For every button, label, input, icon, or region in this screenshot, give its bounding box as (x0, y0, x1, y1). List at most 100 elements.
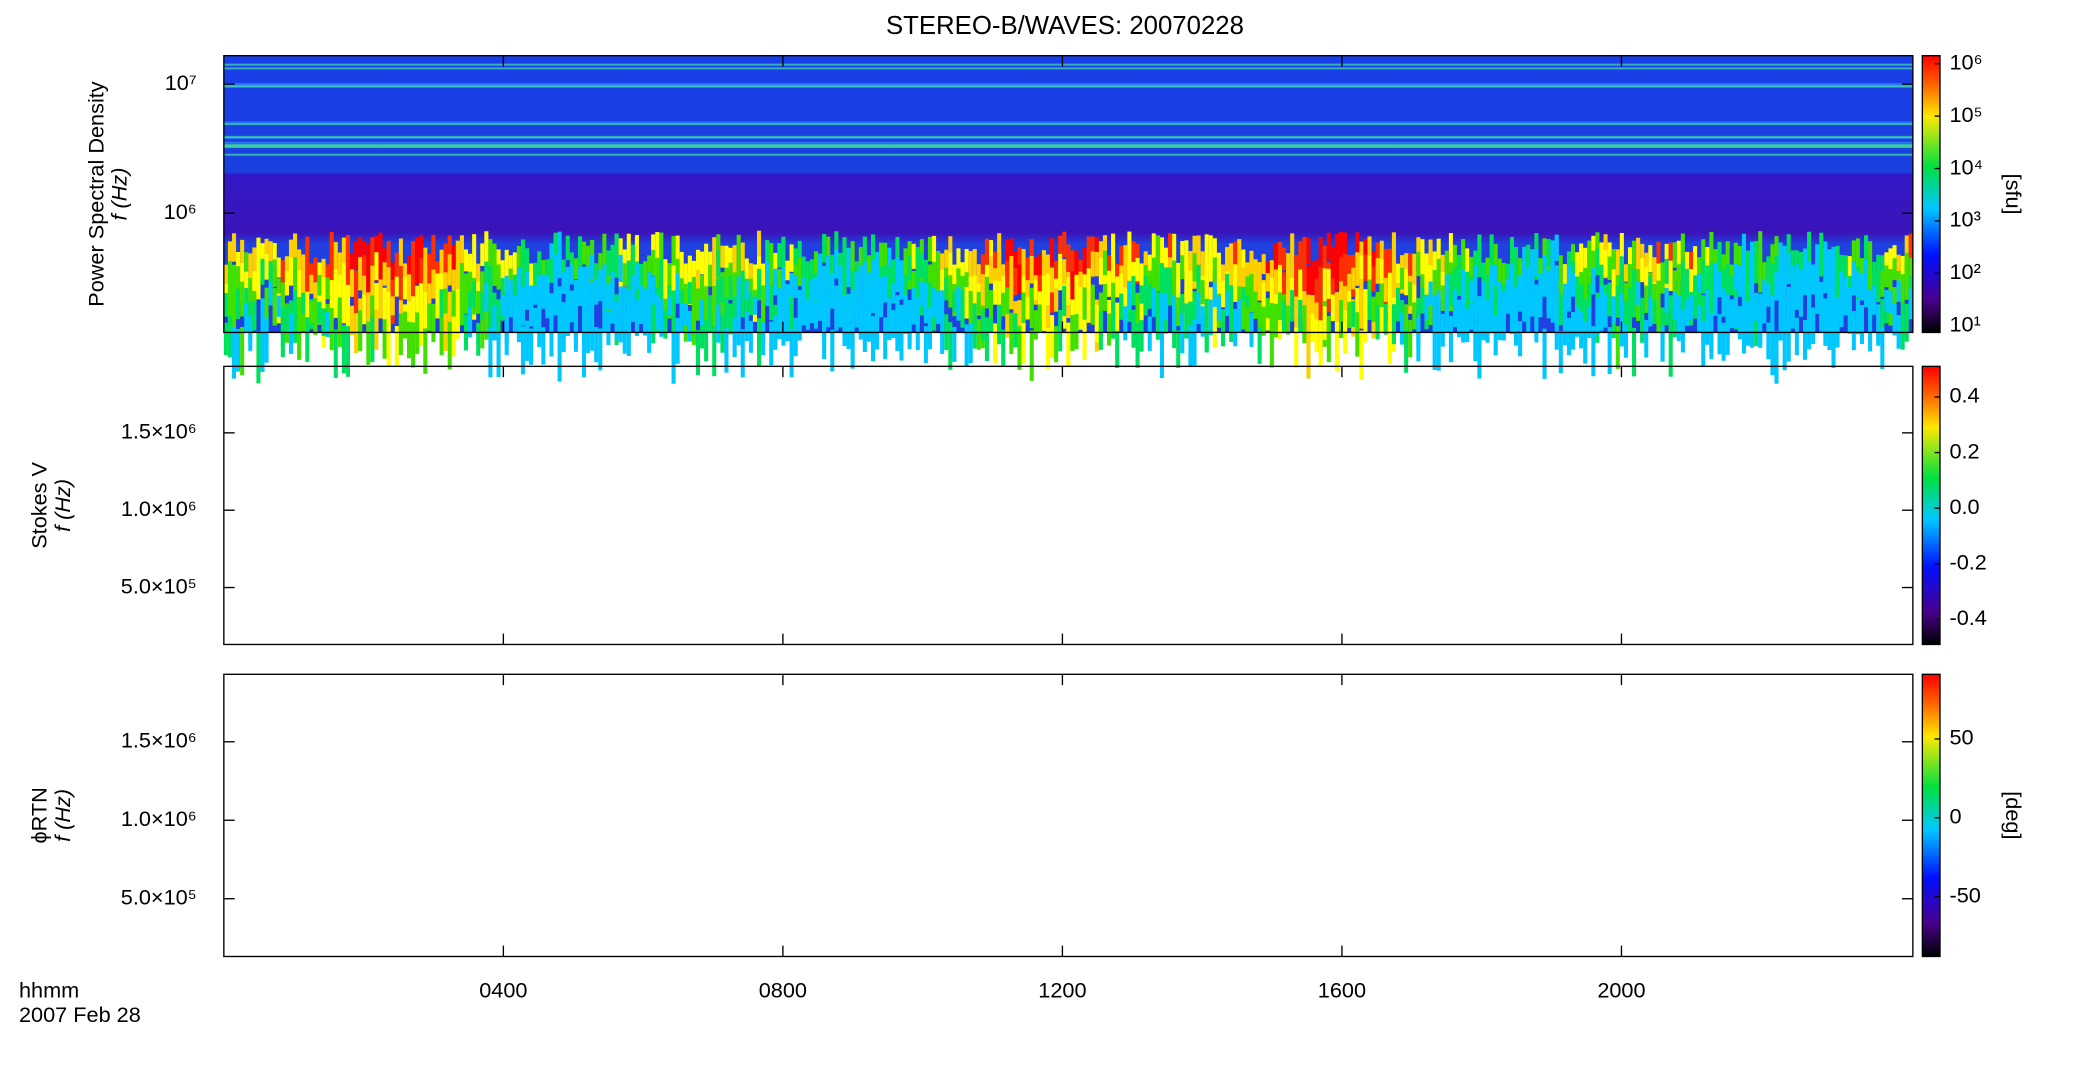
spectrogram-cell (1892, 258, 1897, 281)
spectrogram-cell (1025, 257, 1030, 283)
spectrogram-cell (1562, 297, 1567, 326)
spectrogram-cell (1619, 256, 1624, 296)
spectrogram-cell (1575, 306, 1580, 337)
spectrogram-cell (411, 296, 416, 343)
spectrogram-cell (663, 259, 668, 285)
spectrogram-cell (1864, 235, 1869, 273)
spectrogram-cell (663, 310, 668, 339)
spectrogram-cell (1880, 270, 1885, 297)
spectrogram-cell (423, 291, 428, 329)
spectrogram-cell (1090, 236, 1095, 267)
spectrogram-cell (1461, 305, 1466, 343)
spectrogram-cell (415, 255, 420, 285)
spectrogram-cell (1448, 316, 1453, 363)
spectrogram-cell (1798, 292, 1803, 316)
spectrogram-cell (1583, 322, 1588, 364)
spectrogram-cell (488, 239, 493, 271)
spectrogram-cell (276, 257, 281, 278)
spectrogram-cell (675, 272, 680, 304)
spectrogram-cell (1721, 254, 1726, 277)
spectrogram-cell (1363, 254, 1368, 282)
spectrogram-cell (1253, 259, 1258, 279)
spectrogram-cell (606, 311, 611, 345)
spectrogram-cell (976, 291, 981, 315)
spectrogram-cell (850, 289, 855, 330)
spectrogram-cell (1807, 261, 1812, 312)
spectrogram-cell (988, 290, 994, 319)
spectrogram-cell (1098, 311, 1103, 350)
spectrogram-cell (341, 237, 346, 288)
spectrogram-cell (1737, 305, 1742, 340)
spectrogram-cell (1318, 320, 1323, 367)
spectrogram-cell (1461, 239, 1466, 273)
spectrogram-cell (883, 242, 888, 287)
spectrogram-cell (1074, 274, 1079, 316)
spectrogram-cell (854, 288, 859, 313)
spectrogram-cell (1489, 288, 1494, 334)
spectrogram-cell (1538, 295, 1543, 317)
spectrogram-cell (712, 326, 717, 377)
spectrogram-cell (1558, 293, 1563, 325)
spectrogram-cell (695, 269, 701, 303)
spectrogram-cell (911, 288, 916, 314)
spectrogram-cell (638, 285, 644, 304)
spectrogram-cell (838, 300, 843, 328)
spectrogram-cell (1355, 252, 1360, 286)
spectrogram-cell (354, 241, 359, 269)
spectrogram-cell (1408, 319, 1413, 358)
spectrogram-cell (354, 274, 359, 302)
spectrogram-cell (362, 275, 367, 305)
spectrogram-cell (915, 272, 920, 317)
spectrogram-cell (1583, 298, 1588, 341)
spectrogram-cell (1684, 299, 1690, 326)
spectrogram-cell (1371, 266, 1376, 292)
spectrogram-cell (1359, 255, 1364, 279)
spectrogram-cell (1481, 262, 1486, 288)
spectrogram-cell (638, 263, 644, 291)
spectrogram-cell (1111, 259, 1116, 302)
spectrogram-cell (1416, 237, 1421, 263)
spectrogram-cell (1542, 328, 1547, 379)
spectrogram-cell (618, 254, 623, 282)
colorbar-tick-label: -0.2 (1949, 550, 1986, 575)
spectrogram-cell (1005, 239, 1010, 273)
spectrogram-cell (256, 331, 261, 384)
spectrogram-cell (1599, 286, 1604, 311)
colorbar-label: [sfu] (2001, 174, 2026, 215)
spectrogram-cell (1168, 279, 1173, 306)
spectrogram-cell (895, 257, 900, 293)
spectrogram-cell (1819, 248, 1824, 274)
spectrogram-cell (581, 241, 587, 265)
spectrogram-cell (1412, 253, 1417, 286)
colorbar-tick-label: 0.2 (1949, 438, 1979, 463)
spectrogram-cell (516, 267, 521, 304)
spectrogram-cell (1831, 296, 1836, 338)
spectrogram-cell (443, 302, 448, 351)
spectrogram-cell (1107, 313, 1112, 346)
spectrogram-cell (1318, 266, 1323, 316)
spectrogram-cell (1314, 278, 1319, 309)
spectrogram-cell (1314, 260, 1319, 281)
spectrogram-cell (1750, 241, 1755, 284)
spectrogram-cell (1180, 240, 1185, 269)
spectrogram-cell (1111, 233, 1116, 264)
spectrogram-cell (1225, 247, 1230, 289)
spectrogram-cell (822, 314, 827, 360)
spectrogram-cell (1851, 270, 1856, 296)
spectrogram-cell (1741, 233, 1746, 265)
spectrogram-cell (1473, 321, 1478, 362)
spectrogram-cell (883, 317, 888, 359)
spectrogram-cell (1310, 305, 1315, 343)
spectrogram-cell (1188, 270, 1193, 303)
spectrogram-cell (223, 292, 228, 317)
spectrogram-cell (1518, 321, 1523, 357)
spectrogram-cell (1790, 250, 1795, 281)
spectrogram-cell (411, 322, 416, 368)
spectrogram-cell (533, 274, 538, 294)
spectrogram-cell (443, 288, 448, 314)
spectrogram-cell (1070, 271, 1075, 307)
spectrogram-cell (1302, 266, 1307, 292)
spectrogram-cell (496, 331, 501, 377)
spectrogram-cell (887, 266, 892, 298)
spectrogram-cell (724, 327, 729, 373)
